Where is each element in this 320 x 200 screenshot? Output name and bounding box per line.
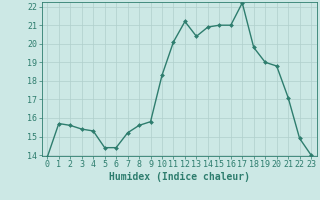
X-axis label: Humidex (Indice chaleur): Humidex (Indice chaleur): [109, 172, 250, 182]
